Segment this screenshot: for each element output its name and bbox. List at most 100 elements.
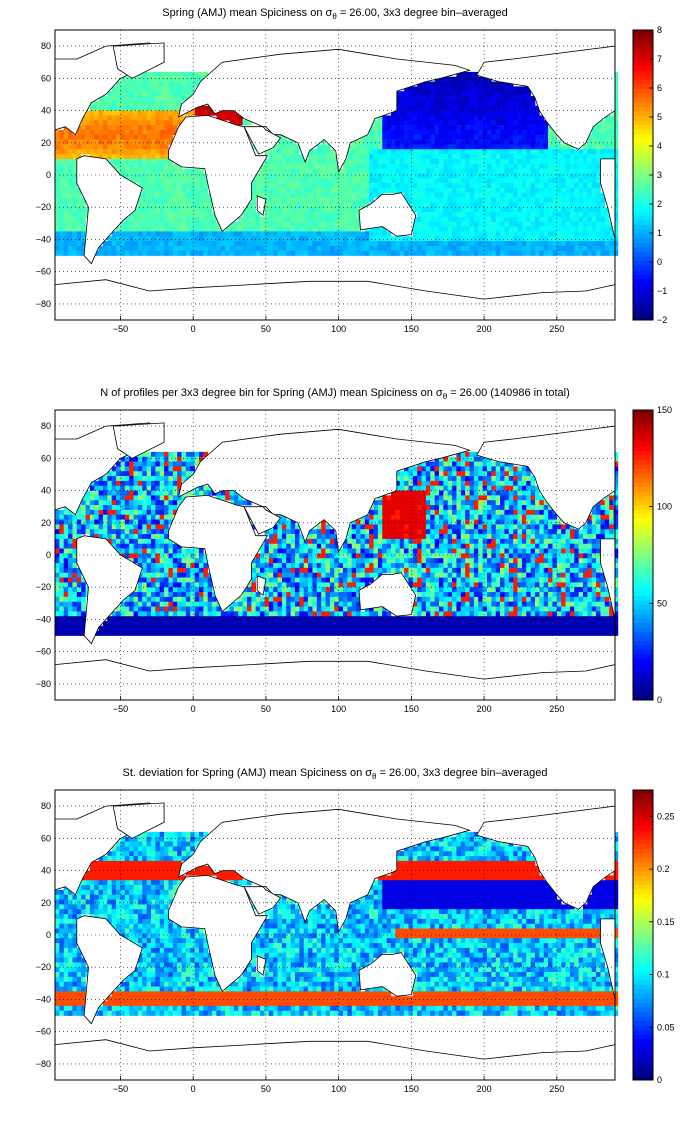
data-cell (530, 241, 536, 247)
data-cell (421, 129, 427, 136)
data-cell (133, 480, 139, 487)
data-cell (177, 197, 182, 203)
data-cell (164, 129, 169, 136)
data-cell (68, 178, 73, 184)
data-cell (94, 120, 99, 126)
data-cell (321, 592, 326, 598)
data-cell (146, 577, 152, 583)
data-cell (460, 71, 466, 78)
data-cell (68, 221, 73, 227)
data-cell (329, 221, 335, 227)
data-cell (364, 197, 370, 203)
data-cell (491, 144, 497, 150)
data-cell (277, 192, 283, 198)
data-cell (181, 587, 187, 593)
data-cell (190, 216, 195, 223)
data-cell (447, 139, 453, 145)
data-cell (124, 144, 130, 150)
colorbar-segment (633, 52, 653, 58)
data-cell (268, 212, 274, 218)
data-cell (177, 548, 182, 554)
data-cell (395, 158, 401, 165)
data-cell (155, 553, 161, 559)
data-cell (172, 115, 178, 121)
data-cell (159, 543, 165, 549)
data-cell (478, 183, 483, 189)
data-cell (526, 105, 531, 111)
data-cell (124, 134, 130, 140)
data-cell (369, 226, 374, 232)
data-cell (556, 245, 562, 252)
data-cell (303, 582, 309, 588)
data-cell (303, 567, 309, 574)
data-cell (508, 187, 514, 194)
data-cell (500, 100, 505, 107)
data-cell (225, 611, 230, 617)
data-cell (181, 563, 187, 569)
data-cell (295, 625, 300, 632)
data-cell (583, 183, 588, 189)
data-cell (216, 245, 222, 252)
data-cell (469, 178, 475, 184)
data-cell (107, 241, 113, 247)
data-cell (439, 115, 444, 121)
data-cell (116, 500, 121, 506)
data-cell (273, 197, 278, 203)
colorbar-segment (633, 310, 653, 316)
data-cell (290, 212, 296, 218)
data-cell (600, 154, 606, 160)
data-cell (425, 212, 431, 218)
data-cell (151, 480, 156, 487)
data-cell (185, 91, 191, 97)
data-cell (434, 91, 440, 97)
data-cell (373, 245, 379, 252)
data-cell (452, 105, 457, 111)
data-cell (120, 476, 126, 482)
data-cell (103, 115, 108, 121)
data-cell (521, 158, 527, 165)
data-cell (347, 144, 353, 150)
data-cell (517, 154, 523, 160)
data-cell (456, 241, 462, 247)
data-cell (63, 221, 69, 227)
data-cell (168, 582, 174, 588)
data-cell (164, 197, 169, 203)
data-cell (495, 197, 501, 203)
data-cell (151, 110, 156, 116)
data-cell (539, 178, 545, 184)
data-cell (199, 187, 204, 194)
data-cell (177, 630, 182, 636)
data-cell (146, 144, 152, 150)
data-cell (521, 149, 527, 155)
data-cell (68, 192, 73, 198)
data-cell (177, 572, 182, 578)
data-cell (116, 524, 121, 530)
data-cell (539, 168, 545, 174)
data-cell (530, 250, 536, 256)
data-cell (504, 250, 510, 256)
data-cell (55, 178, 60, 184)
data-cell (504, 197, 510, 203)
data-cell (583, 144, 588, 150)
data-cell (347, 231, 353, 237)
data-cell (452, 226, 457, 232)
data-cell (72, 144, 78, 150)
data-cell (600, 129, 606, 136)
data-cell (72, 519, 78, 525)
data-cell (194, 592, 200, 598)
data-cell (172, 485, 178, 491)
data-cell (473, 100, 479, 107)
data-cell (129, 173, 134, 179)
data-cell (120, 245, 126, 252)
data-cell (194, 630, 200, 636)
data-cell (500, 96, 505, 102)
data-cell (613, 100, 619, 107)
data-cell (137, 621, 143, 627)
data-cell (552, 149, 558, 155)
data-cell (565, 212, 571, 218)
data-cell (124, 86, 130, 92)
data-cell (220, 490, 226, 496)
data-cell (552, 216, 558, 223)
data-cell (63, 592, 69, 598)
data-cell (312, 245, 318, 252)
